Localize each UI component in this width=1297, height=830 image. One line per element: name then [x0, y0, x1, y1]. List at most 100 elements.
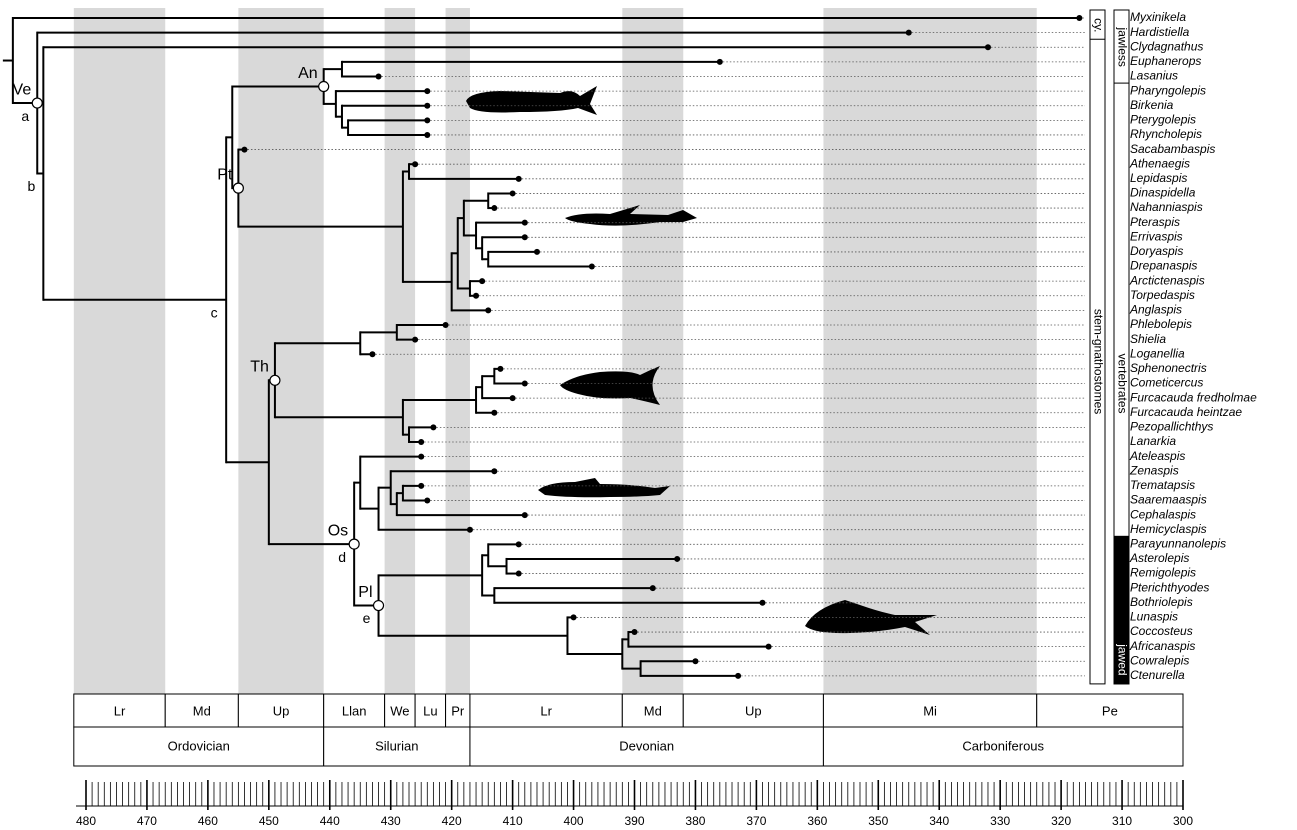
taxon-name: Africanaspis	[1129, 639, 1195, 653]
taxon-name: Sphenonectris	[1130, 361, 1207, 375]
tip-dot	[491, 410, 497, 416]
epoch-band	[446, 8, 470, 694]
tip-dot	[522, 234, 528, 240]
taxon-name: Arctictenaspis	[1129, 273, 1205, 287]
group-label: stem-gnathostomes	[1091, 309, 1105, 414]
clade-label: Os	[328, 522, 348, 539]
tip-dot	[424, 497, 430, 503]
taxon-name: Remigolepis	[1130, 566, 1196, 580]
clade-label: An	[298, 65, 318, 82]
taxon-name: Cowralepis	[1130, 653, 1189, 667]
taxon-name: Coccosteus	[1130, 624, 1193, 638]
period-label: Devonian	[619, 738, 674, 753]
epoch-label: We	[390, 703, 409, 718]
taxon-name: Dinaspidella	[1130, 186, 1196, 200]
epoch-band	[238, 8, 323, 694]
taxon-name: Shielia	[1130, 332, 1166, 346]
x-tick-label: 400	[564, 814, 584, 828]
tip-dot	[418, 483, 424, 489]
taxon-name: Hemicyclaspis	[1130, 522, 1207, 536]
taxon-name: Pharyngolepis	[1130, 83, 1206, 97]
tip-dot	[424, 103, 430, 109]
taxon-name: Loganellia	[1130, 346, 1185, 360]
group-label: jawed	[1115, 643, 1129, 675]
taxon-name: Zenaspis	[1129, 463, 1179, 477]
taxon-name: Bothriolepis	[1130, 595, 1193, 609]
tip-dot	[906, 30, 912, 36]
x-tick-label: 430	[381, 814, 401, 828]
tip-dot	[516, 571, 522, 577]
period-label: Silurian	[375, 738, 418, 753]
taxon-name: Doryaspis	[1130, 244, 1183, 258]
taxon-name: Trematapsis	[1130, 478, 1195, 492]
node-marker	[319, 82, 329, 92]
taxon-name: Sacabambaspis	[1130, 142, 1215, 156]
tip-dot	[376, 73, 382, 79]
tip-dot	[443, 322, 449, 328]
taxon-name: Ateleaspis	[1129, 449, 1185, 463]
taxon-name: Pterichthyodes	[1130, 580, 1209, 594]
tip-dot	[650, 585, 656, 591]
node-marker	[270, 375, 280, 385]
tip-dot	[479, 278, 485, 284]
tip-dot	[424, 117, 430, 123]
clade-label: Ve	[13, 81, 32, 98]
x-tick-label: 470	[137, 814, 157, 828]
tip-dot	[369, 351, 375, 357]
epoch-label: Up	[745, 703, 762, 718]
period-label: Carboniferous	[962, 738, 1044, 753]
tip-dot	[589, 264, 595, 270]
x-tick-label: 330	[990, 814, 1010, 828]
anaspid-silhouette	[466, 86, 597, 115]
epoch-label: Llan	[342, 703, 367, 718]
tip-dot	[571, 614, 577, 620]
tip-dot	[516, 541, 522, 547]
tip-dot	[522, 512, 528, 518]
tip-dot	[510, 395, 516, 401]
tip-dot	[735, 673, 741, 679]
tip-dot	[632, 629, 638, 635]
x-tick-label: 410	[503, 814, 523, 828]
group-label: jawless	[1115, 27, 1129, 67]
tip-dot	[241, 147, 247, 153]
x-tick-label: 360	[807, 814, 827, 828]
tip-dot	[497, 366, 503, 372]
tip-dot	[522, 381, 528, 387]
taxon-name: Errivaspis	[1130, 229, 1183, 243]
taxon-name: Hardistiella	[1130, 25, 1190, 39]
tip-dot	[985, 44, 991, 50]
tip-dot	[766, 644, 772, 650]
tip-dot	[473, 293, 479, 299]
tip-dot	[418, 439, 424, 445]
taxon-name: Pteraspis	[1130, 215, 1180, 229]
tip-dot	[424, 132, 430, 138]
tip-dot	[759, 600, 765, 606]
node-marker	[349, 539, 359, 549]
page: LrMdUpLlanWeLuPrLrMdUpMiPeOrdovicianSilu…	[0, 0, 1297, 830]
branch-label: a	[21, 108, 29, 124]
group-label: cy.	[1091, 18, 1105, 32]
tip-dot	[510, 190, 516, 196]
taxon-name: Lanarkia	[1130, 434, 1176, 448]
taxon-name: Torpedaspis	[1130, 288, 1195, 302]
tip-dot	[534, 249, 540, 255]
taxon-name: Parayunnanolepis	[1130, 536, 1226, 550]
tip-dot	[412, 337, 418, 343]
taxon-name: Lunaspis	[1130, 610, 1178, 624]
x-tick-label: 440	[320, 814, 340, 828]
tip-dot	[412, 161, 418, 167]
taxon-name: Pezopallichthys	[1130, 420, 1213, 434]
tip-dot	[522, 220, 528, 226]
tip-dot	[485, 307, 491, 313]
tip-dot	[467, 527, 473, 533]
branch-label: c	[211, 304, 218, 320]
taxon-name: Clydagnathus	[1130, 39, 1203, 53]
x-tick-label: 450	[259, 814, 279, 828]
branch-label: d	[338, 549, 346, 565]
taxon-name: Saaremaaspis	[1130, 493, 1207, 507]
node-marker	[374, 601, 384, 611]
taxon-name: Myxinikela	[1130, 10, 1186, 24]
tip-dot	[430, 424, 436, 430]
taxon-name: Cephalaspis	[1130, 507, 1196, 521]
taxon-name: Phlebolepis	[1130, 317, 1192, 331]
